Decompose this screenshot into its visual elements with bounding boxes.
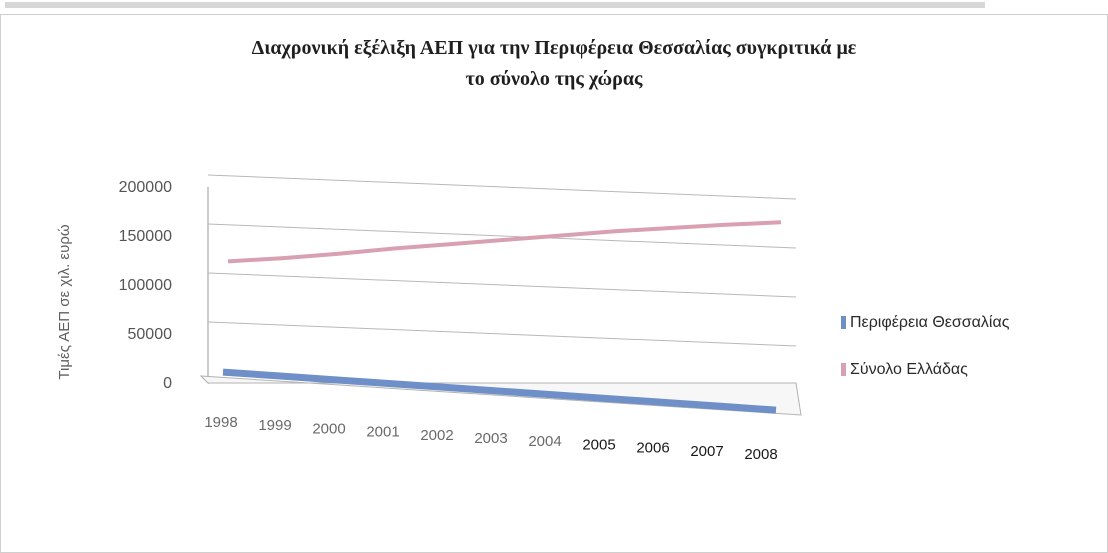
legend-label-greece: Σύνολο Ελλάδας (850, 361, 968, 378)
y-tick-label: 100000 (119, 277, 172, 294)
chart-title-line-1: Διαχρονική εξέλιξη ΑΕΠ για την Περιφέρει… (252, 37, 857, 59)
gridline (207, 174, 797, 200)
x-tick-label: 1999 (258, 417, 291, 434)
y-tick-label: 0 (163, 375, 172, 392)
chart-title-line-2: το σύνολο της χώρας (466, 68, 643, 90)
legend-swatch-thessaly (841, 316, 846, 329)
y-tick-labels: 0 50000 100000 150000 200000 (119, 179, 172, 392)
plot-walls (199, 187, 802, 416)
left-wall-edge (200, 187, 209, 385)
cropped-caption-strip (0, 0, 1108, 14)
series-line-greece (227, 220, 782, 264)
x-tick-label: 2000 (312, 420, 345, 437)
chart-svg: Διαχρονική εξέλιξη ΑΕΠ για την Περιφέρει… (56, 37, 1010, 463)
x-tick-label: 2001 (366, 424, 399, 441)
x-tick-label: 2002 (420, 427, 453, 444)
legend-swatch-greece (841, 363, 846, 376)
legend: Περιφέρεια Θεσσαλίας Σύνολο Ελλάδας (841, 314, 1010, 378)
gridline (207, 321, 797, 347)
x-tick-label: 2005 (582, 436, 615, 453)
legend-label-thessaly: Περιφέρεια Θεσσαλίας (850, 314, 1010, 331)
gridline (207, 223, 797, 249)
series-layer (222, 220, 782, 414)
x-tick-label: 2007 (690, 443, 723, 460)
x-tick-label: 1998 (204, 414, 237, 431)
x-tick-label: 2003 (474, 430, 507, 447)
x-tick-label: 2006 (636, 440, 669, 457)
chart-container: Διαχρονική εξέλιξη ΑΕΠ για την Περιφέρει… (0, 14, 1108, 553)
series-line-thessaly (222, 368, 777, 414)
x-tick-labels: 1998 1999 2000 2001 2002 2003 2004 2005 2006 2007… (204, 414, 777, 463)
gridline (207, 272, 797, 298)
floor-plane (199, 375, 802, 416)
y-tick-label: 150000 (119, 228, 172, 245)
y-axis-label: Τιμές ΑΕΠ σε χιλ. ευρώ (56, 224, 73, 379)
x-tick-label: 2008 (744, 446, 777, 463)
x-tick-label: 2004 (528, 433, 561, 450)
gridlines (207, 174, 797, 347)
y-tick-label: 50000 (128, 326, 173, 343)
y-tick-label: 200000 (119, 179, 172, 196)
